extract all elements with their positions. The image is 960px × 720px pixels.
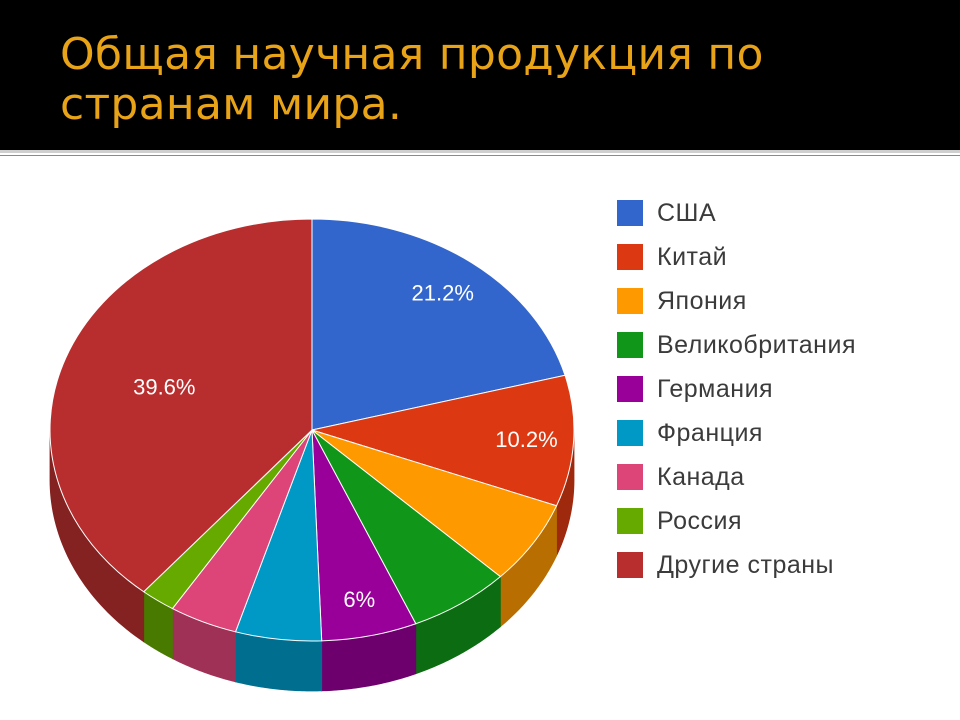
legend-item-китай: Китай [617, 235, 856, 279]
slide-title: Общая научная продукция по странам мира. [60, 29, 764, 130]
pie-slice-сша [311, 218, 566, 431]
data-label-сша: 21.2% [412, 281, 474, 306]
legend-label: США [657, 198, 717, 227]
legend-swatch [617, 288, 643, 314]
legend-swatch [617, 464, 643, 490]
chart-legend: США Китай Япония Великобритания Германия Фран… [617, 191, 856, 587]
title-divider [0, 150, 960, 153]
legend-item-сша: США [617, 191, 856, 235]
legend-swatch [617, 244, 643, 270]
legend-swatch [617, 200, 643, 226]
legend-item-франция: Франция [617, 411, 856, 455]
legend-swatch [617, 420, 643, 446]
legend-item-япония: Япония [617, 279, 856, 323]
legend-item-россия: Россия [617, 499, 856, 543]
legend-item-канада: Канада [617, 455, 856, 499]
legend-swatch [617, 332, 643, 358]
legend-label: Китай [657, 242, 728, 271]
legend-label: Франция [657, 418, 763, 447]
legend-label: Великобритания [657, 330, 856, 359]
data-label-германия: 6% [343, 587, 375, 612]
legend-label: Германия [657, 374, 774, 403]
legend-label: Россия [657, 506, 742, 535]
pie-slice-другие-страны [49, 218, 313, 593]
title-divider-thin [0, 155, 960, 156]
legend-label: Япония [657, 286, 747, 315]
title-bar: Общая научная продукция по странам мира. [0, 0, 960, 150]
legend-label: Другие страны [657, 550, 835, 579]
data-label-другие-страны: 39.6% [133, 375, 195, 400]
legend-item-германия: Германия [617, 367, 856, 411]
legend-swatch [617, 508, 643, 534]
legend-item-другие-страны: Другие страны [617, 543, 856, 587]
legend-item-великобритания: Великобритания [617, 323, 856, 367]
data-label-китай: 10.2% [495, 427, 557, 452]
pie-slice-китай [310, 374, 575, 507]
legend-swatch [617, 376, 643, 402]
legend-label: Канада [657, 462, 745, 491]
legend-swatch [617, 552, 643, 578]
